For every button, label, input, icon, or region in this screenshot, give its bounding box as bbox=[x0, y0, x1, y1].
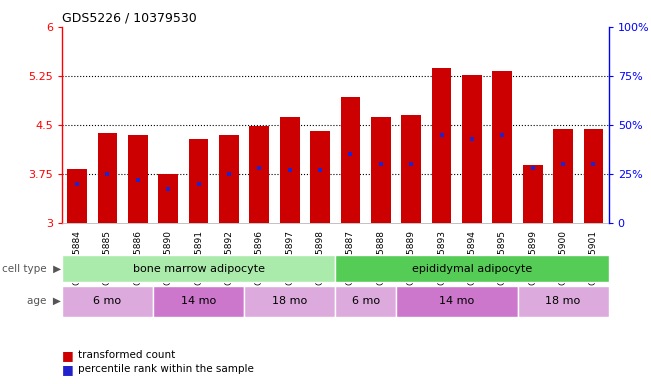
Text: GDS5226 / 10379530: GDS5226 / 10379530 bbox=[62, 11, 197, 24]
Text: ■: ■ bbox=[62, 363, 74, 376]
Bar bbox=[249, 126, 270, 223]
Bar bbox=[553, 129, 573, 223]
Bar bbox=[401, 115, 421, 223]
Text: cell type  ▶: cell type ▶ bbox=[2, 264, 61, 274]
Text: 6 mo: 6 mo bbox=[93, 296, 122, 306]
Text: 18 mo: 18 mo bbox=[546, 296, 581, 306]
Text: age  ▶: age ▶ bbox=[27, 296, 61, 306]
Bar bbox=[128, 135, 148, 223]
Bar bbox=[518, 286, 609, 317]
Text: 14 mo: 14 mo bbox=[181, 296, 216, 306]
Text: percentile rank within the sample: percentile rank within the sample bbox=[78, 364, 254, 374]
Text: bone marrow adipocyte: bone marrow adipocyte bbox=[133, 264, 264, 274]
Text: epididymal adipocyte: epididymal adipocyte bbox=[412, 264, 532, 274]
Bar bbox=[244, 286, 335, 317]
Bar bbox=[62, 255, 335, 282]
Bar bbox=[98, 133, 117, 223]
Bar bbox=[371, 117, 391, 223]
Text: transformed count: transformed count bbox=[78, 350, 175, 360]
Bar bbox=[189, 139, 208, 223]
Bar bbox=[335, 255, 609, 282]
Bar bbox=[432, 68, 452, 223]
Text: 14 mo: 14 mo bbox=[439, 296, 475, 306]
Bar bbox=[158, 174, 178, 223]
Text: ■: ■ bbox=[62, 349, 74, 362]
Text: 18 mo: 18 mo bbox=[272, 296, 307, 306]
Bar bbox=[219, 135, 239, 223]
Bar bbox=[396, 286, 518, 317]
Bar bbox=[583, 129, 603, 223]
Bar bbox=[153, 286, 244, 317]
Bar bbox=[523, 165, 542, 223]
Bar bbox=[67, 169, 87, 223]
Bar bbox=[280, 117, 299, 223]
Bar bbox=[462, 74, 482, 223]
Bar bbox=[62, 286, 153, 317]
Bar bbox=[492, 71, 512, 223]
Bar bbox=[311, 131, 330, 223]
Bar bbox=[340, 98, 361, 223]
Text: 6 mo: 6 mo bbox=[352, 296, 380, 306]
Bar bbox=[335, 286, 396, 317]
